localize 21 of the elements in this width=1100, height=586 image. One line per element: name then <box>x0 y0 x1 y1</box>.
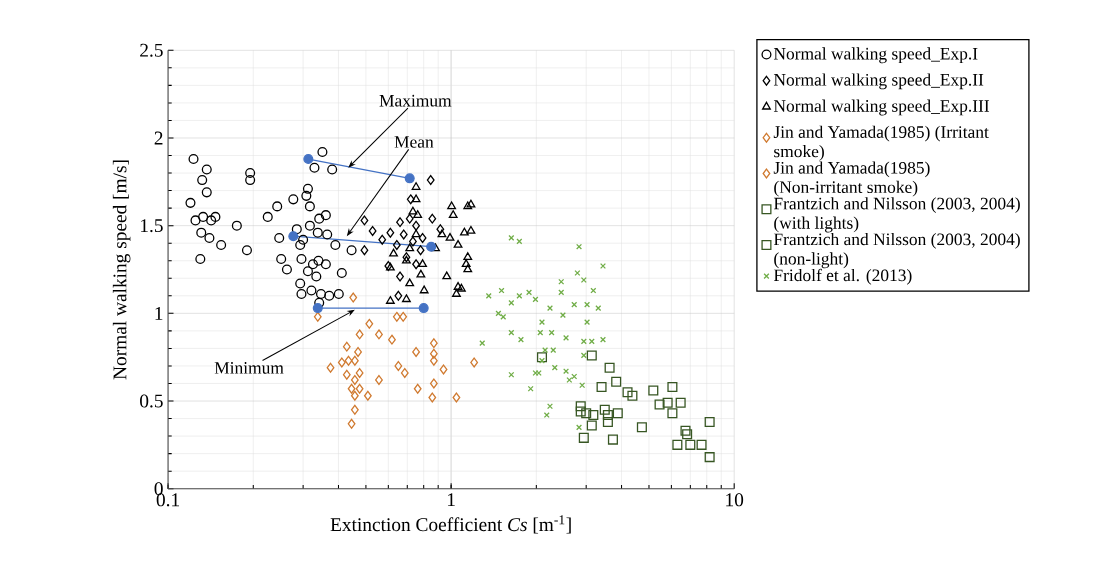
legend-label: Normal walking speed_Exp.II <box>773 73 984 90</box>
y-tick-label: 2.5 <box>140 43 163 57</box>
x-axis-title: Extinction Coefficient Cs [m$^{-1}$] <box>330 515 571 534</box>
y-axis-title: Normal walking speed [m/s] <box>112 160 131 380</box>
y-tick-label: 2 <box>154 131 163 145</box>
legend-label: Jin and Yamada(1985) (Non-irritant smoke) <box>773 161 930 197</box>
y-tick-label: 1 <box>155 306 163 320</box>
annotation: Mean <box>394 135 434 148</box>
legend-label: Frantzich and Nilsson (2003, 2004) (non-light) <box>773 232 1020 268</box>
y-tick-label: 0.5 <box>140 394 163 408</box>
y-tick-label: 0 <box>154 481 163 495</box>
annotation: Minimum <box>214 361 284 374</box>
legend-label: Jin and Yamada(1985) (Irritant smoke) <box>773 125 989 161</box>
legend-label: Frantzich and Nilsson (2003, 2004) (with lights) <box>773 196 1020 233</box>
y-tick-label: 1.5 <box>141 218 163 232</box>
legend-label: Normal walking speed_Exp.III <box>773 99 990 116</box>
x-tick-label: 1 <box>447 493 455 506</box>
annotation: Maximum <box>379 94 452 107</box>
legend-label: Fridolf et al. (2013) <box>773 268 912 285</box>
x-tick-label: 10 <box>726 493 744 507</box>
legend-label: Normal walking speed_Exp.I <box>773 47 978 63</box>
